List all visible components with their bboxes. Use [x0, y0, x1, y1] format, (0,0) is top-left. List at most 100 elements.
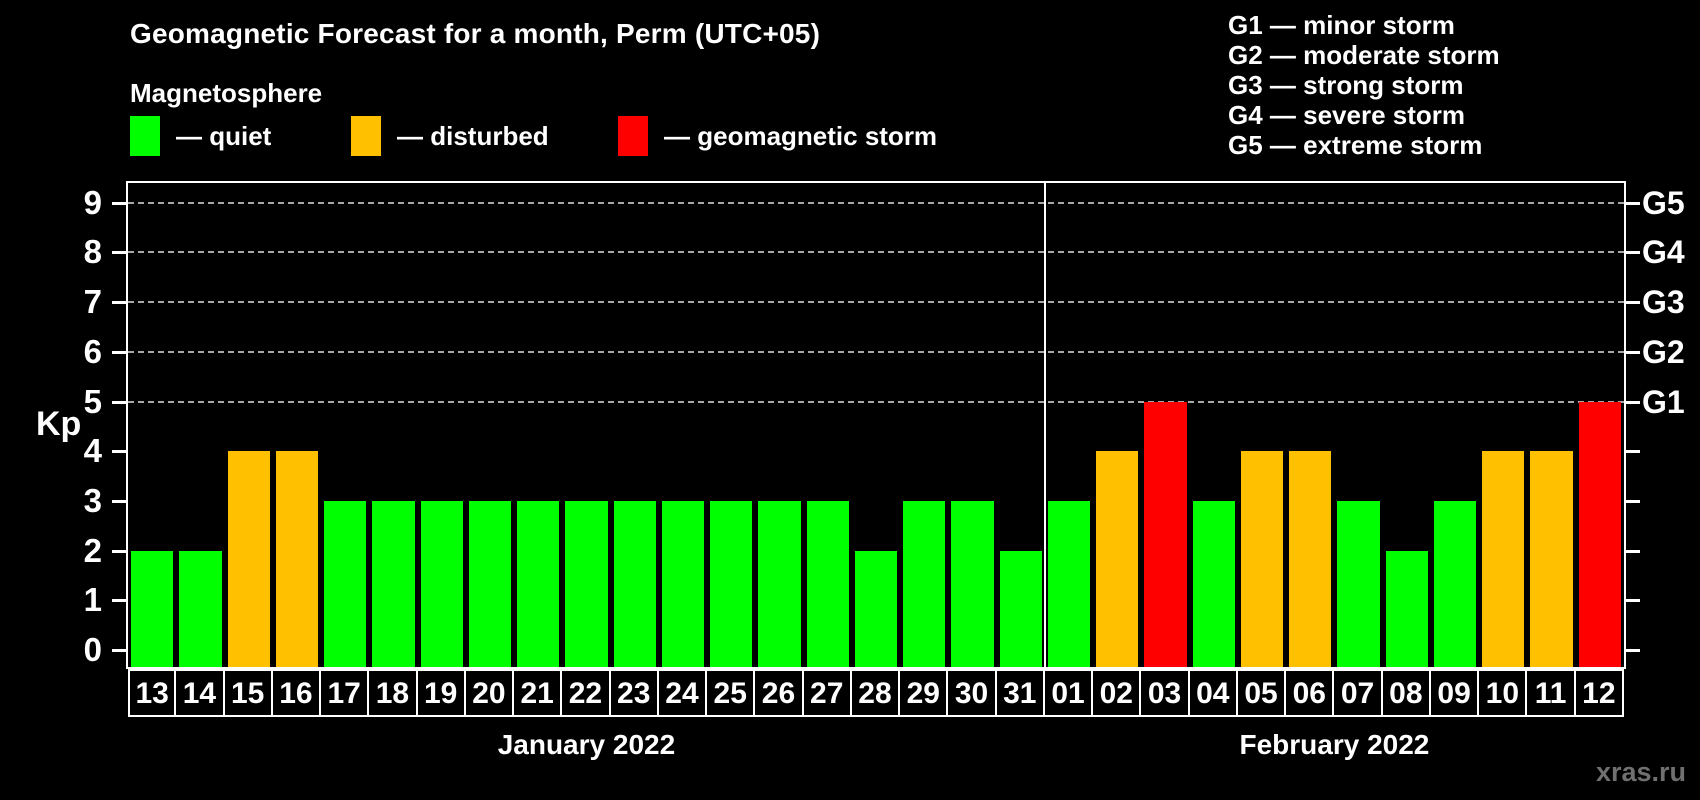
kp-bar-day-29 [903, 500, 946, 667]
y-tick-right-8 [1626, 251, 1640, 255]
kp-bar-day-16 [275, 451, 319, 667]
kp-bar-day-14 [179, 550, 222, 667]
y-tick-right-9 [1626, 201, 1640, 205]
quiet-swatch-icon [130, 116, 160, 156]
kp-bar-day-23 [613, 500, 656, 667]
y-tick-label-8: 8 [83, 233, 102, 271]
date-box-15: 15 [222, 669, 273, 717]
date-box-01: 01 [1042, 669, 1094, 717]
date-box-06: 06 [1284, 669, 1335, 717]
y-tick-right-3 [1626, 499, 1640, 503]
date-box-19: 19 [415, 669, 466, 717]
kp-bar-day-21 [517, 500, 560, 667]
legend-label-quiet: — quiet [176, 120, 272, 151]
date-box-28: 28 [849, 669, 901, 717]
y-tick-left-3 [112, 499, 126, 503]
y-tick-label-7: 7 [83, 283, 102, 321]
y-tick-right-7 [1626, 301, 1640, 305]
date-box-09: 09 [1428, 669, 1480, 717]
date-box-21: 21 [512, 669, 563, 717]
gridline-kp5 [128, 400, 1624, 403]
date-box-04: 04 [1187, 669, 1238, 717]
y-tick-right-2 [1626, 549, 1640, 553]
g-legend-line-3: G3 — strong storm [1228, 70, 1464, 100]
date-box-14: 14 [174, 669, 225, 717]
g-axis-label-G5: G5 [1642, 184, 1685, 221]
plot-area: Kp 0 1 2 3 4 5 6 7 8 9 G1 G2 G3 G4 G5 13 14 15 16 17 18 19 20… [36, 181, 1685, 760]
kp-bar-day-09 [1433, 500, 1477, 667]
date-box-05: 05 [1235, 669, 1287, 717]
kp-bar-day-15 [227, 451, 270, 667]
date-box-07: 07 [1332, 669, 1383, 717]
kp-bar-day-17 [324, 500, 367, 667]
gridline-kp6 [128, 350, 1624, 353]
date-box-12: 12 [1573, 669, 1624, 717]
kp-bar-day-28 [854, 550, 898, 667]
kp-bar-day-22 [565, 500, 608, 667]
date-box-30: 30 [946, 669, 997, 717]
y-tick-left-0 [112, 649, 126, 652]
legend-label-disturbed: — disturbed [397, 120, 549, 151]
date-box-25: 25 [705, 669, 756, 717]
legend-label-storm: — geomagnetic storm [664, 120, 938, 151]
date-box-02: 02 [1091, 669, 1142, 717]
kp-bar-day-27 [806, 500, 849, 667]
g-legend-line-5: G5 — extreme storm [1228, 130, 1483, 160]
kp-bar-day-13 [131, 550, 174, 667]
y-tick-left-2 [112, 549, 126, 553]
watermark: xras.ru [1595, 757, 1686, 787]
date-box-24: 24 [656, 669, 708, 717]
date-box-10: 10 [1477, 669, 1528, 717]
gridline-kp8 [128, 251, 1624, 254]
date-box-23: 23 [608, 669, 659, 717]
g-axis-label-G3: G3 [1642, 284, 1685, 321]
kp-bar-day-06 [1289, 451, 1332, 667]
date-box-18: 18 [367, 669, 418, 717]
disturbed-swatch-icon [351, 116, 381, 156]
g-axis-label-G2: G2 [1642, 333, 1685, 370]
y-axis-label: Kp [36, 405, 82, 443]
magnetosphere-label: Magnetosphere [130, 78, 323, 108]
y-tick-label-3: 3 [83, 481, 102, 519]
storm-swatch-icon [618, 116, 648, 156]
g-axis-label-G4: G4 [1642, 234, 1685, 271]
y-tick-right-4 [1626, 450, 1640, 454]
y-tick-left-7 [112, 301, 126, 305]
date-box-29: 29 [898, 669, 949, 717]
date-box-03: 03 [1139, 669, 1190, 717]
y-tick-left-1 [112, 599, 126, 603]
date-box-22: 22 [560, 669, 611, 717]
date-box-16: 16 [270, 669, 322, 717]
y-tick-label-5: 5 [83, 382, 102, 420]
date-box-20: 20 [463, 669, 515, 717]
kp-bar-day-11 [1530, 451, 1573, 667]
kp-bar-day-19 [420, 500, 463, 667]
legend-item-disturbed: — disturbed [351, 116, 549, 156]
kp-bar-day-07 [1337, 500, 1380, 667]
gridline-kp9 [128, 201, 1624, 204]
kp-bar-day-10 [1482, 451, 1525, 667]
date-box-08: 08 [1380, 669, 1431, 717]
kp-bar-day-05 [1240, 451, 1284, 667]
y-tick-left-5 [112, 400, 126, 404]
kp-bar-day-12 [1578, 401, 1621, 667]
g-scale-legend: G1 — minor storm G2 — moderate storm G3 — … [1228, 10, 1500, 160]
g-axis-label-G1: G1 [1642, 383, 1685, 420]
legend-item-storm: — geomagnetic storm [618, 116, 937, 156]
g-legend-line-4: G4 — severe storm [1228, 100, 1466, 130]
kp-bar-day-20 [468, 500, 512, 667]
y-tick-right-5 [1626, 400, 1640, 404]
date-box-11: 11 [1525, 669, 1576, 717]
g-legend-line-2: G2 — moderate storm [1228, 40, 1500, 70]
date-box-31: 31 [994, 669, 1045, 717]
y-tick-right-0 [1626, 649, 1640, 652]
g-legend-line-1: G1 — minor storm [1228, 10, 1455, 40]
y-tick-label-0: 0 [83, 631, 102, 668]
kp-bar-day-18 [372, 500, 415, 667]
gridline-kp7 [128, 301, 1624, 304]
date-box-27: 27 [801, 669, 852, 717]
y-tick-label-2: 2 [83, 531, 102, 569]
legend-item-quiet: — quiet [130, 116, 271, 156]
kp-bar-day-24 [661, 500, 705, 667]
kp-bar-day-02 [1096, 451, 1139, 667]
